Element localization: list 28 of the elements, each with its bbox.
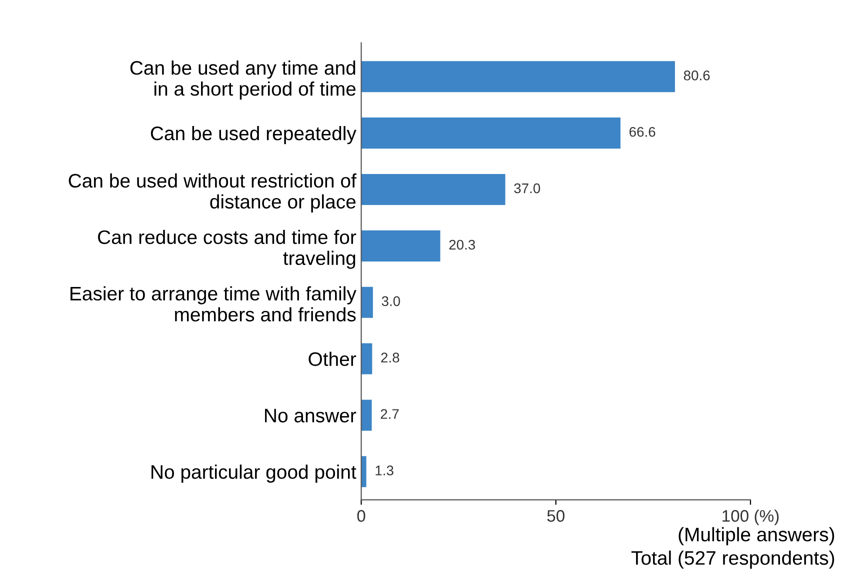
data-label: 1.3 bbox=[376, 466, 394, 476]
bar bbox=[361, 118, 620, 149]
y-tick-label: Can reduce costs and time for traveling bbox=[98, 230, 356, 269]
bar bbox=[361, 400, 372, 431]
bar bbox=[361, 343, 372, 374]
bar bbox=[361, 230, 440, 262]
text: (Multiple answers) bbox=[678, 527, 834, 546]
bar bbox=[361, 174, 506, 206]
data-label: 20.3 bbox=[449, 240, 476, 250]
y-tick-label: No answer bbox=[265, 408, 356, 422]
data-label: 66.6 bbox=[630, 126, 656, 137]
data-label: 37.0 bbox=[514, 183, 540, 194]
y-tick-label: Easier to arrange time with family members and friends bbox=[70, 286, 356, 322]
y-tick-label: Can be used any time and in a short period of time bbox=[130, 60, 356, 100]
x-tick-label: 50 bbox=[547, 510, 564, 522]
x-tick-label: 0 bbox=[357, 510, 366, 522]
y-tick-label: Other bbox=[308, 352, 356, 366]
text: Total (527 respondents) bbox=[631, 550, 834, 569]
x-tick-label: 100 (%) bbox=[722, 510, 779, 526]
data-label: 2.8 bbox=[381, 352, 400, 363]
data-label: 3.0 bbox=[382, 296, 400, 306]
bar bbox=[361, 286, 373, 318]
y-tick-label: Can be used without restriction of distance or place bbox=[68, 173, 356, 212]
data-label: 80.6 bbox=[684, 70, 710, 80]
data-label: 2.7 bbox=[380, 409, 399, 419]
bar bbox=[361, 61, 675, 92]
y-tick-label: No particular good point bbox=[152, 464, 356, 483]
y-tick-label: Can be used repeatedly bbox=[150, 126, 356, 144]
